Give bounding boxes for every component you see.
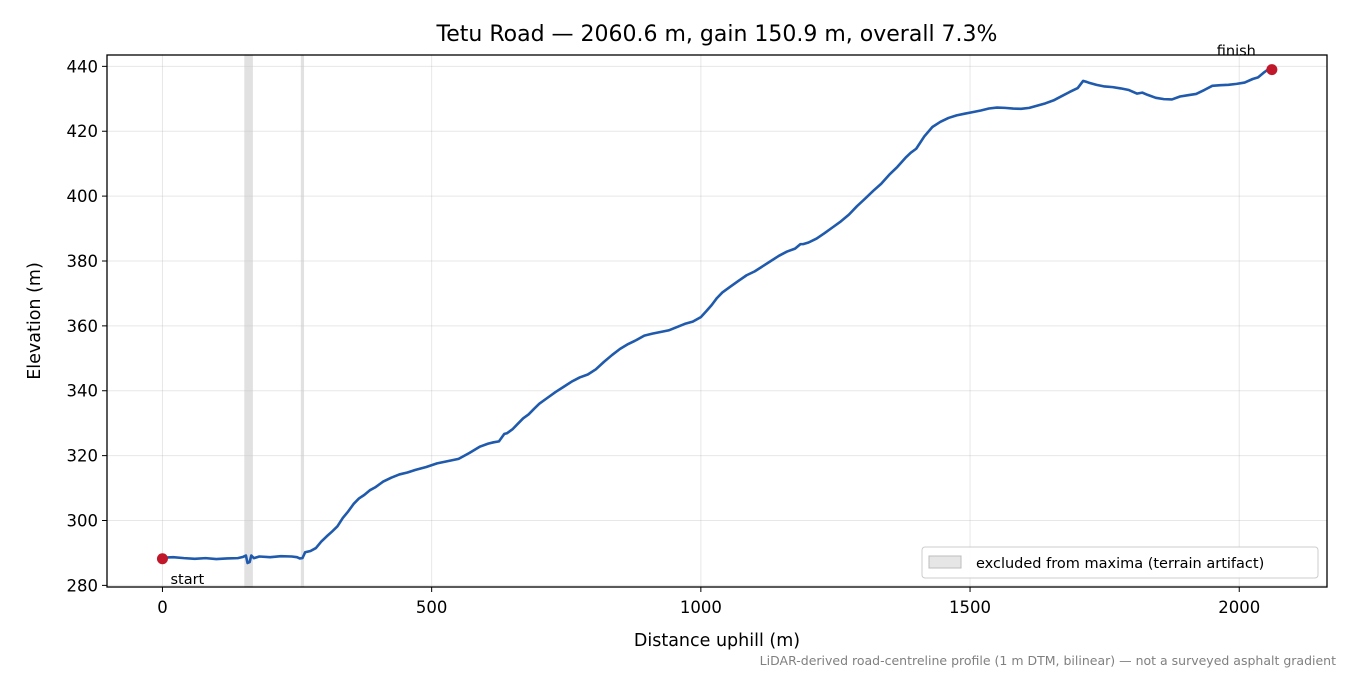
grid-lines (107, 55, 1327, 587)
profile-series (161, 67, 1274, 565)
chart-title: Tetu Road — 2060.6 m, gain 150.9 m, over… (436, 22, 998, 47)
y-tick-label: 440 (67, 57, 99, 76)
footnote: LiDAR-derived road-centreline profile (1… (760, 653, 1336, 668)
y-tick-label: 340 (67, 382, 99, 401)
plot-frame (106, 54, 1328, 588)
y-tick-label: 320 (67, 447, 99, 466)
y-tick-label: 400 (67, 187, 99, 206)
x-tick-label: 1500 (949, 598, 991, 617)
y-tick-label: 420 (67, 122, 99, 141)
x-tick-label: 500 (416, 598, 448, 617)
x-axis-label: Distance uphill (m) (634, 631, 800, 651)
x-axis-ticks: 0 500 1000 1500 2000 (157, 587, 1260, 617)
legend-frame (921, 546, 1319, 579)
legend-label-excluded: excluded from maxima (terrain artifact) (976, 556, 1264, 572)
x-tick-label: 0 (157, 598, 168, 617)
y-axis-label: Elevation (m) (25, 262, 45, 380)
x-tick-label: 1000 (680, 598, 722, 617)
x-tick-label: 2000 (1218, 598, 1260, 617)
finish-marker (1266, 64, 1278, 76)
excluded-regions (244, 55, 305, 587)
y-tick-label: 300 (67, 512, 99, 531)
legend-swatch-excluded (928, 555, 962, 569)
y-axis-ticks: 280 300 320 340 360 380 400 420 440 (67, 57, 107, 595)
start-marker (156, 553, 168, 565)
excluded-region (244, 55, 253, 587)
y-tick-label: 360 (67, 317, 99, 336)
start-label: start (170, 572, 204, 588)
legend: excluded from maxima (terrain artifact) (921, 546, 1319, 579)
profile-line (161, 67, 1274, 565)
finish-label: finish (1217, 44, 1256, 60)
endpoint-markers: start finish (156, 44, 1278, 588)
y-tick-label: 280 (67, 576, 99, 595)
y-tick-label: 380 (67, 252, 99, 271)
excluded-region (300, 55, 305, 587)
